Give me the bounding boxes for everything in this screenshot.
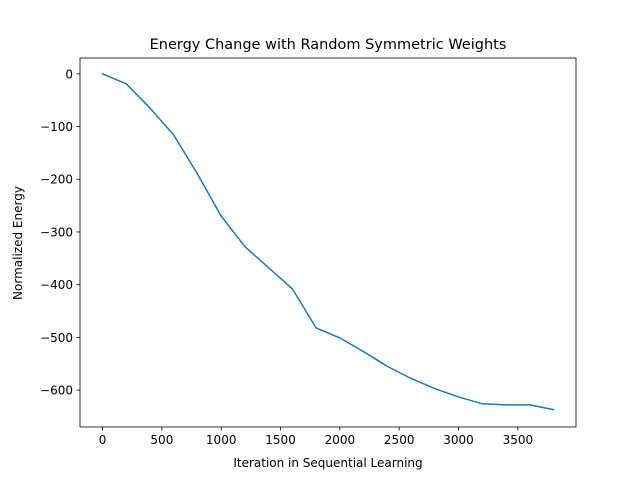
x-axis-label: Iteration in Sequential Learning (233, 456, 422, 470)
x-tick-label: 1000 (206, 433, 237, 447)
plot-frame (79, 57, 577, 428)
chart-title: Energy Change with Random Symmetric Weig… (150, 37, 507, 53)
y-tick-label: 0 (65, 67, 73, 81)
y-tick-label: −300 (40, 225, 73, 239)
x-tick-label: 3000 (443, 433, 474, 447)
y-tick-label: −200 (40, 173, 73, 187)
y-axis-label: Normalized Energy (11, 186, 25, 300)
y-axis: 0 −100 −200 −300 −400 −500 −600 (40, 67, 80, 398)
x-tick-label: 1500 (265, 433, 296, 447)
x-axis: 0 500 1000 1500 2000 2500 3000 3500 (99, 427, 533, 447)
x-tick-label: 0 (99, 433, 107, 447)
x-tick-label: 500 (150, 433, 173, 447)
y-tick-label: −100 (40, 120, 73, 134)
plot-area (79, 57, 577, 428)
x-tick-label: 2000 (325, 433, 356, 447)
y-tick-label: −600 (40, 384, 73, 398)
series-line-0 (101, 72, 555, 411)
y-tick-label: −400 (40, 278, 73, 292)
x-tick-label: 2500 (384, 433, 415, 447)
x-tick-label: 3500 (503, 433, 534, 447)
y-tick-label: −500 (40, 331, 73, 345)
